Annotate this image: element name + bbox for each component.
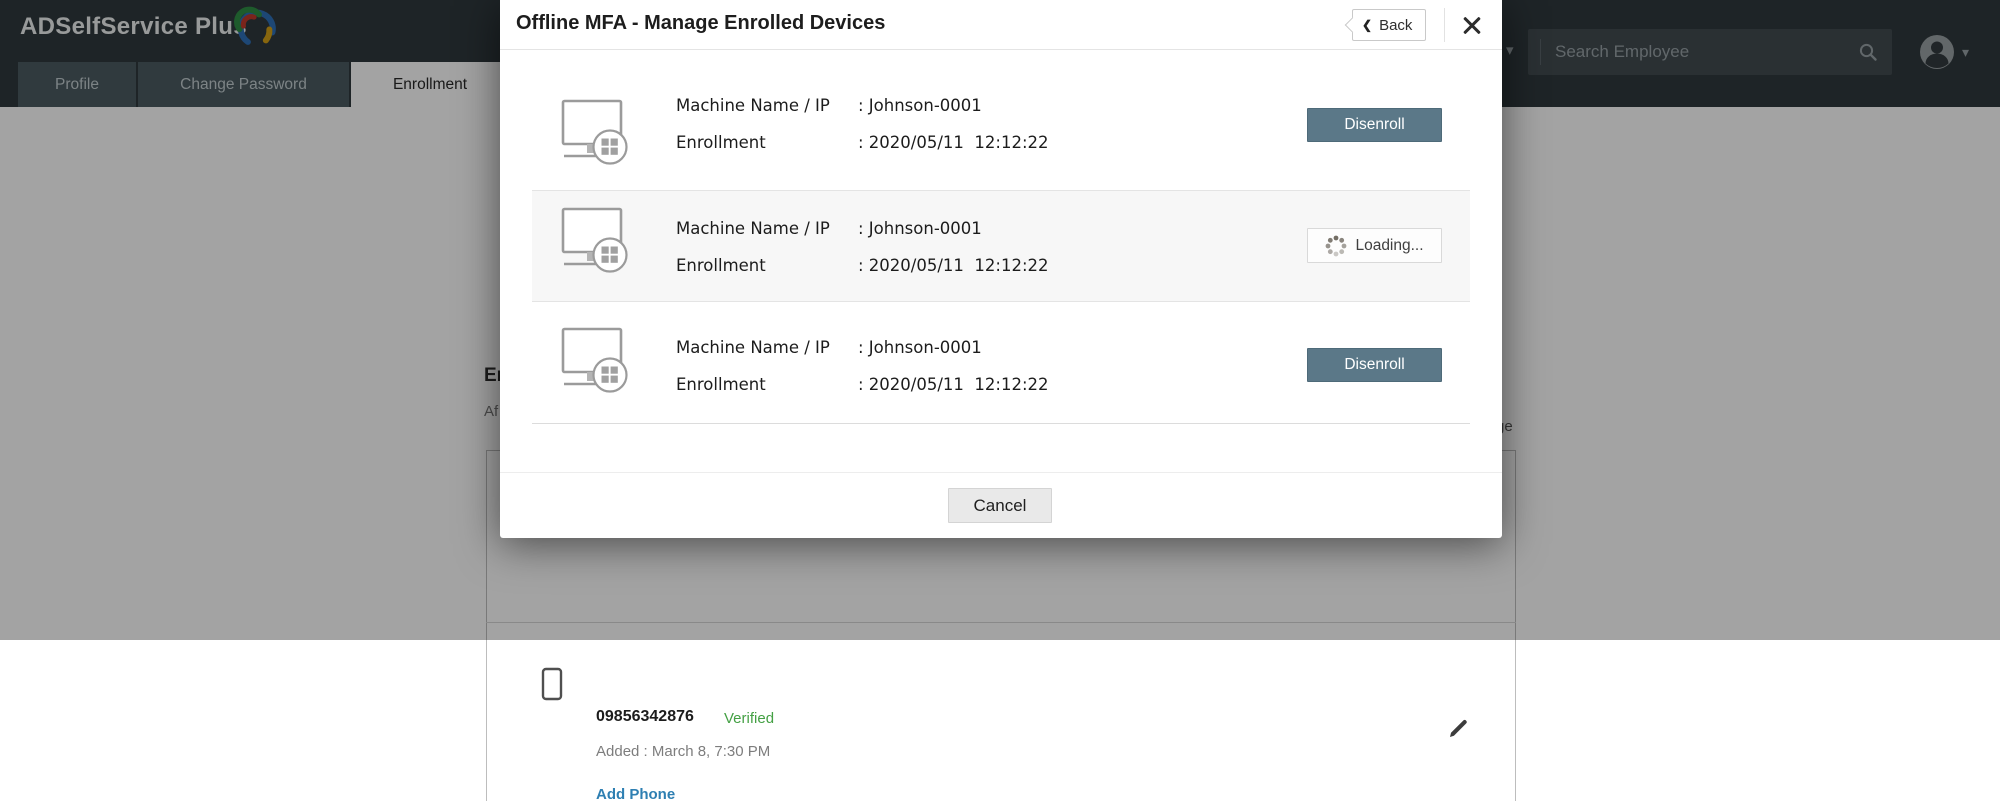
- machine-name-value: : Johnson-0001: [858, 219, 982, 238]
- header-divider: [1444, 8, 1445, 42]
- back-button[interactable]: ❮ Back: [1352, 9, 1427, 41]
- tab-change-password[interactable]: Change Password: [138, 62, 349, 107]
- phone-added-date: Added : March 8, 7:30 PM: [596, 743, 771, 760]
- disenroll-button[interactable]: Disenroll: [1307, 108, 1442, 142]
- disenroll-button-label: Disenroll: [1344, 356, 1405, 373]
- avatar-icon[interactable]: [1918, 33, 1956, 71]
- loading-button-label: Loading...: [1355, 236, 1424, 254]
- offline-mfa-modal: Offline MFA - Manage Enrolled Devices ❮ …: [500, 0, 1502, 538]
- add-phone-link[interactable]: Add Phone: [596, 786, 676, 803]
- close-icon[interactable]: [1460, 13, 1484, 37]
- disenroll-button[interactable]: Disenroll: [1307, 348, 1442, 382]
- modal-title: Offline MFA - Manage Enrolled Devices: [516, 12, 886, 34]
- enrollment-label: Enrollment: [676, 375, 766, 394]
- spinner-icon: [1326, 235, 1347, 256]
- verified-badge: Verified: [724, 710, 775, 727]
- user-menu-chevron-icon[interactable]: ▾: [1962, 43, 1970, 60]
- app-logo: ADSelfService Plus: [20, 13, 247, 40]
- modal-header: Offline MFA - Manage Enrolled Devices ❮ …: [500, 0, 1502, 50]
- machine-name-value: : Johnson-0001: [858, 96, 982, 115]
- modal-footer-divider: [500, 472, 1502, 473]
- machine-name-label: Machine Name / IP: [676, 96, 830, 115]
- cancel-button[interactable]: Cancel: [948, 488, 1052, 523]
- enrollment-label: Enrollment: [676, 256, 766, 275]
- user-menu[interactable]: ▾: [1918, 33, 1969, 71]
- workstation-icon: [561, 99, 628, 165]
- enrollment-label: Enrollment: [676, 133, 766, 152]
- back-button-label: Back: [1379, 16, 1413, 34]
- search-divider: [1540, 39, 1541, 65]
- workstation-icon: [561, 207, 628, 273]
- tab-enrollment[interactable]: Enrollment: [351, 62, 509, 107]
- tab-profile[interactable]: Profile: [18, 62, 136, 107]
- enrollment-value: : 2020/05/11 12:12:22: [858, 256, 1049, 275]
- background-paragraph-fragment: Af: [484, 403, 499, 420]
- enrollment-value: : 2020/05/11 12:12:22: [858, 133, 1049, 152]
- row-divider: [532, 423, 1470, 424]
- tab-change-password-label: Change Password: [180, 75, 307, 93]
- machine-name-value: : Johnson-0001: [858, 338, 982, 357]
- edit-pencil-icon[interactable]: [1446, 717, 1470, 741]
- device-row-highlight: [532, 190, 1470, 302]
- machine-name-label: Machine Name / IP: [676, 219, 830, 238]
- phone-number: 09856342876: [596, 708, 694, 725]
- search-bar[interactable]: [1528, 29, 1892, 75]
- enrollment-value: : 2020/05/11 12:12:22: [858, 375, 1049, 394]
- machine-name-label: Machine Name / IP: [676, 338, 830, 357]
- phone-icon: [541, 667, 563, 701]
- tab-enrollment-label: Enrollment: [392, 75, 468, 93]
- enrollment-panel-divider: [486, 622, 1516, 623]
- disenroll-button-label: Disenroll: [1344, 116, 1405, 133]
- cancel-button-label: Cancel: [973, 495, 1027, 515]
- search-input[interactable]: [1541, 42, 1858, 62]
- search-icon[interactable]: [1858, 42, 1878, 62]
- search-category-chevron-icon[interactable]: ▾: [1506, 42, 1514, 59]
- tab-profile-label: Profile: [55, 75, 99, 93]
- loading-button[interactable]: Loading...: [1307, 228, 1442, 263]
- brand-swirl-icon: [234, 6, 276, 45]
- back-chevron-icon: ❮: [1362, 18, 1373, 32]
- workstation-icon: [561, 327, 628, 393]
